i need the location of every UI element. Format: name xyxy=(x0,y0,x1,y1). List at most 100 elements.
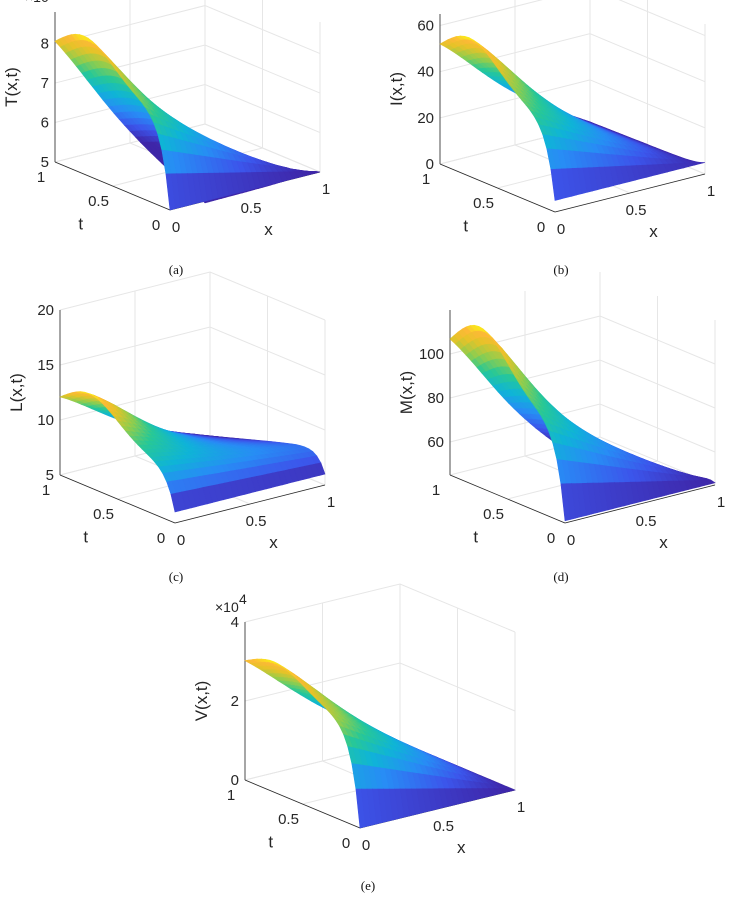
t-axis-label-d: t xyxy=(473,528,478,547)
t-tick-label-b: 0 xyxy=(537,219,545,236)
z-tick-label-c: 15 xyxy=(37,357,54,374)
surface-cell-a xyxy=(310,170,321,174)
t-tick-label-e: 0.5 xyxy=(278,811,299,828)
surface-mesh-b xyxy=(439,35,706,201)
t-tick-label-a: 0.5 xyxy=(88,193,109,210)
surface-cell-e xyxy=(504,788,516,792)
x-tick-label-a: 0 xyxy=(172,219,180,236)
z-axis-label-c: L(x,t) xyxy=(7,373,26,412)
x-tick-label-d: 0 xyxy=(567,532,575,549)
z-tick-label-b: 20 xyxy=(417,110,434,127)
surface-plot-d: 0 0.5 1 0 0.5 1 60 80 100 x t M(x,t) xyxy=(397,272,725,552)
chart-panel-c: 0 0.5 1 0 0.5 1 5 10 15 20 x t L(x,t) xyxy=(0,271,365,565)
caption-b: (b) xyxy=(553,262,569,277)
t-tick-label-c: 0.5 xyxy=(93,506,114,523)
surface-mesh-a xyxy=(54,33,321,211)
x-tick-label-b: 0.5 xyxy=(626,202,647,219)
z-tick-label-d: 60 xyxy=(427,434,444,451)
x-tick-label-c: 0.5 xyxy=(246,513,267,530)
x-tick-label-b: 0 xyxy=(557,221,565,238)
x-tick-label-c: 0 xyxy=(177,532,185,549)
t-tick-label-e: 0 xyxy=(342,835,350,852)
caption-c: (c) xyxy=(168,569,184,584)
x-tick-label-a: 0.5 xyxy=(241,200,262,217)
chart-panel-d: 0 0.5 1 0 0.5 1 60 80 100 x t M(x,t) xyxy=(390,272,730,565)
z-tick-label-b: 60 xyxy=(417,18,434,35)
t-tick-label-c: 1 xyxy=(42,482,50,499)
t-axis-line-c xyxy=(59,474,176,524)
z-axis-label-d: M(x,t) xyxy=(397,371,416,414)
chart-panel-b: 0 0.5 1 0 0.5 1 0 20 40 60 x t I(x,t) xyxy=(387,0,730,255)
wall-grid-z-a xyxy=(54,84,321,133)
t-tick-label-c: 0 xyxy=(157,530,165,547)
x-tick-label-e: 0 xyxy=(362,837,370,854)
z-tick-label-b: 0 xyxy=(426,156,434,173)
x-axis-label-e: x xyxy=(457,838,466,857)
z-tick-label-a: 8 xyxy=(41,36,49,53)
caption-a: (a) xyxy=(168,262,184,277)
z-axis-label-a: T(x,t) xyxy=(2,67,21,107)
z-exponent-power-e: 4 xyxy=(239,591,247,607)
wall-grid-z-e xyxy=(244,583,516,633)
wall-grid-z-c xyxy=(59,271,326,321)
z-tick-label-e: 4 xyxy=(231,614,239,631)
z-axis-label-b: I(x,t) xyxy=(387,72,406,106)
x-axis-line-d xyxy=(564,484,716,524)
x-tick-label-c: 1 xyxy=(327,494,335,511)
z-tick-label-d: 80 xyxy=(427,390,444,407)
z-tick-label-c: 20 xyxy=(37,302,54,319)
caption-e: (e) xyxy=(360,878,376,893)
t-tick-label-b: 1 xyxy=(422,171,430,188)
z-exponent-a: ×10 xyxy=(25,0,49,5)
z-tick-label-d: 100 xyxy=(419,346,444,363)
t-tick-label-d: 0.5 xyxy=(483,506,504,523)
t-axis-label-b: t xyxy=(463,217,468,236)
surface-cell-b xyxy=(695,162,706,165)
surface-mesh-e xyxy=(244,658,516,829)
surface-cell-c xyxy=(315,462,326,476)
x-tick-label-b: 1 xyxy=(707,183,715,200)
x-tick-label-e: 1 xyxy=(517,799,525,816)
chart-panel-e: 0 0.5 1 0 0.5 1 0 2 4 x t V(x,t) ×10 4 xyxy=(190,583,535,875)
t-axis-line-e xyxy=(244,779,361,829)
t-tick-label-e: 1 xyxy=(227,787,235,804)
t-tick-label-a: 1 xyxy=(37,169,45,186)
x-axis-label-a: x xyxy=(264,220,273,239)
x-axis-label-d: x xyxy=(659,533,668,552)
z-axis-label-e: V(x,t) xyxy=(192,681,211,722)
surface-cell-d xyxy=(704,479,716,485)
t-axis-line-d xyxy=(449,474,566,524)
z-tick-label-e: 2 xyxy=(231,693,239,710)
x-axis-line-b xyxy=(554,173,706,213)
t-tick-label-d: 0 xyxy=(547,530,555,547)
x-tick-label-d: 1 xyxy=(717,494,725,511)
z-tick-label-a: 5 xyxy=(41,154,49,171)
tick-labels-d: 0 0.5 1 0 0.5 1 60 80 100 xyxy=(419,346,725,549)
z-tick-label-a: 6 xyxy=(41,115,49,132)
z-tick-label-c: 5 xyxy=(46,467,54,484)
t-axis-label-c: t xyxy=(83,528,88,547)
wall-grid-z-c xyxy=(59,326,326,376)
t-axis-label-e: t xyxy=(268,833,273,852)
surface-mesh-c xyxy=(59,391,326,513)
z-tick-label-c: 10 xyxy=(37,412,54,429)
t-tick-label-a: 0 xyxy=(152,217,160,234)
x-axis-line-c xyxy=(174,484,326,524)
t-tick-label-b: 0.5 xyxy=(473,195,494,212)
x-axis-label-b: x xyxy=(649,222,658,241)
t-axis-line-b xyxy=(439,163,556,213)
t-tick-label-d: 1 xyxy=(432,482,440,499)
t-axis-line-a xyxy=(54,161,171,211)
wall-grid-z-b xyxy=(439,0,706,36)
x-tick-label-e: 0.5 xyxy=(433,818,454,835)
z-exponent-e: ×10 xyxy=(215,599,239,615)
